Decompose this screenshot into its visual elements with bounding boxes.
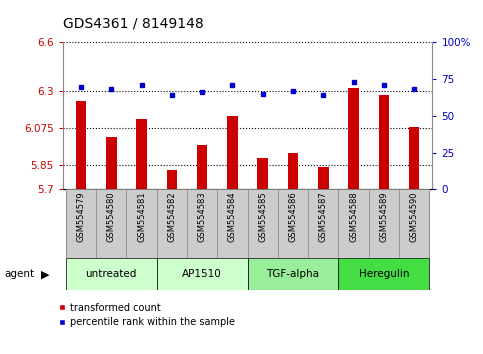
Bar [369, 189, 399, 258]
Bar [66, 189, 96, 258]
Bar [156, 189, 187, 258]
Bar [409, 127, 419, 189]
Bar [106, 137, 116, 189]
Bar [96, 189, 127, 258]
Text: GSM554587: GSM554587 [319, 192, 328, 242]
Text: GSM554583: GSM554583 [198, 192, 207, 242]
Bar [156, 258, 248, 290]
Bar [257, 158, 268, 189]
Bar [399, 189, 429, 258]
Bar [288, 154, 298, 189]
Text: GSM554579: GSM554579 [76, 192, 85, 242]
Text: GSM554584: GSM554584 [228, 192, 237, 242]
Text: GSM554589: GSM554589 [379, 192, 388, 242]
Text: ▶: ▶ [41, 269, 50, 279]
Text: AP1510: AP1510 [182, 269, 222, 279]
Bar [278, 189, 308, 258]
Text: GSM554585: GSM554585 [258, 192, 267, 242]
Text: agent: agent [5, 269, 35, 279]
Bar [248, 189, 278, 258]
Bar [318, 166, 328, 189]
Bar [127, 189, 156, 258]
Text: TGF-alpha: TGF-alpha [267, 269, 319, 279]
Bar [248, 258, 339, 290]
Bar [66, 258, 156, 290]
Bar [339, 258, 429, 290]
Text: GSM554580: GSM554580 [107, 192, 116, 242]
Text: GSM554586: GSM554586 [288, 192, 298, 242]
Text: GSM554588: GSM554588 [349, 192, 358, 242]
Bar [217, 189, 248, 258]
Bar [339, 189, 369, 258]
Bar [167, 170, 177, 189]
Text: untreated: untreated [85, 269, 137, 279]
Text: Heregulin: Heregulin [358, 269, 409, 279]
Bar [197, 145, 207, 189]
Legend: transformed count, percentile rank within the sample: transformed count, percentile rank withi… [53, 299, 239, 331]
Text: GDS4361 / 8149148: GDS4361 / 8149148 [63, 16, 203, 30]
Bar [348, 88, 359, 189]
Text: GSM554581: GSM554581 [137, 192, 146, 242]
Bar [379, 95, 389, 189]
Bar [187, 189, 217, 258]
Bar [76, 101, 86, 189]
Text: GSM554582: GSM554582 [167, 192, 176, 242]
Text: GSM554590: GSM554590 [410, 192, 419, 242]
Bar [136, 119, 147, 189]
Bar [227, 116, 238, 189]
Bar [308, 189, 339, 258]
